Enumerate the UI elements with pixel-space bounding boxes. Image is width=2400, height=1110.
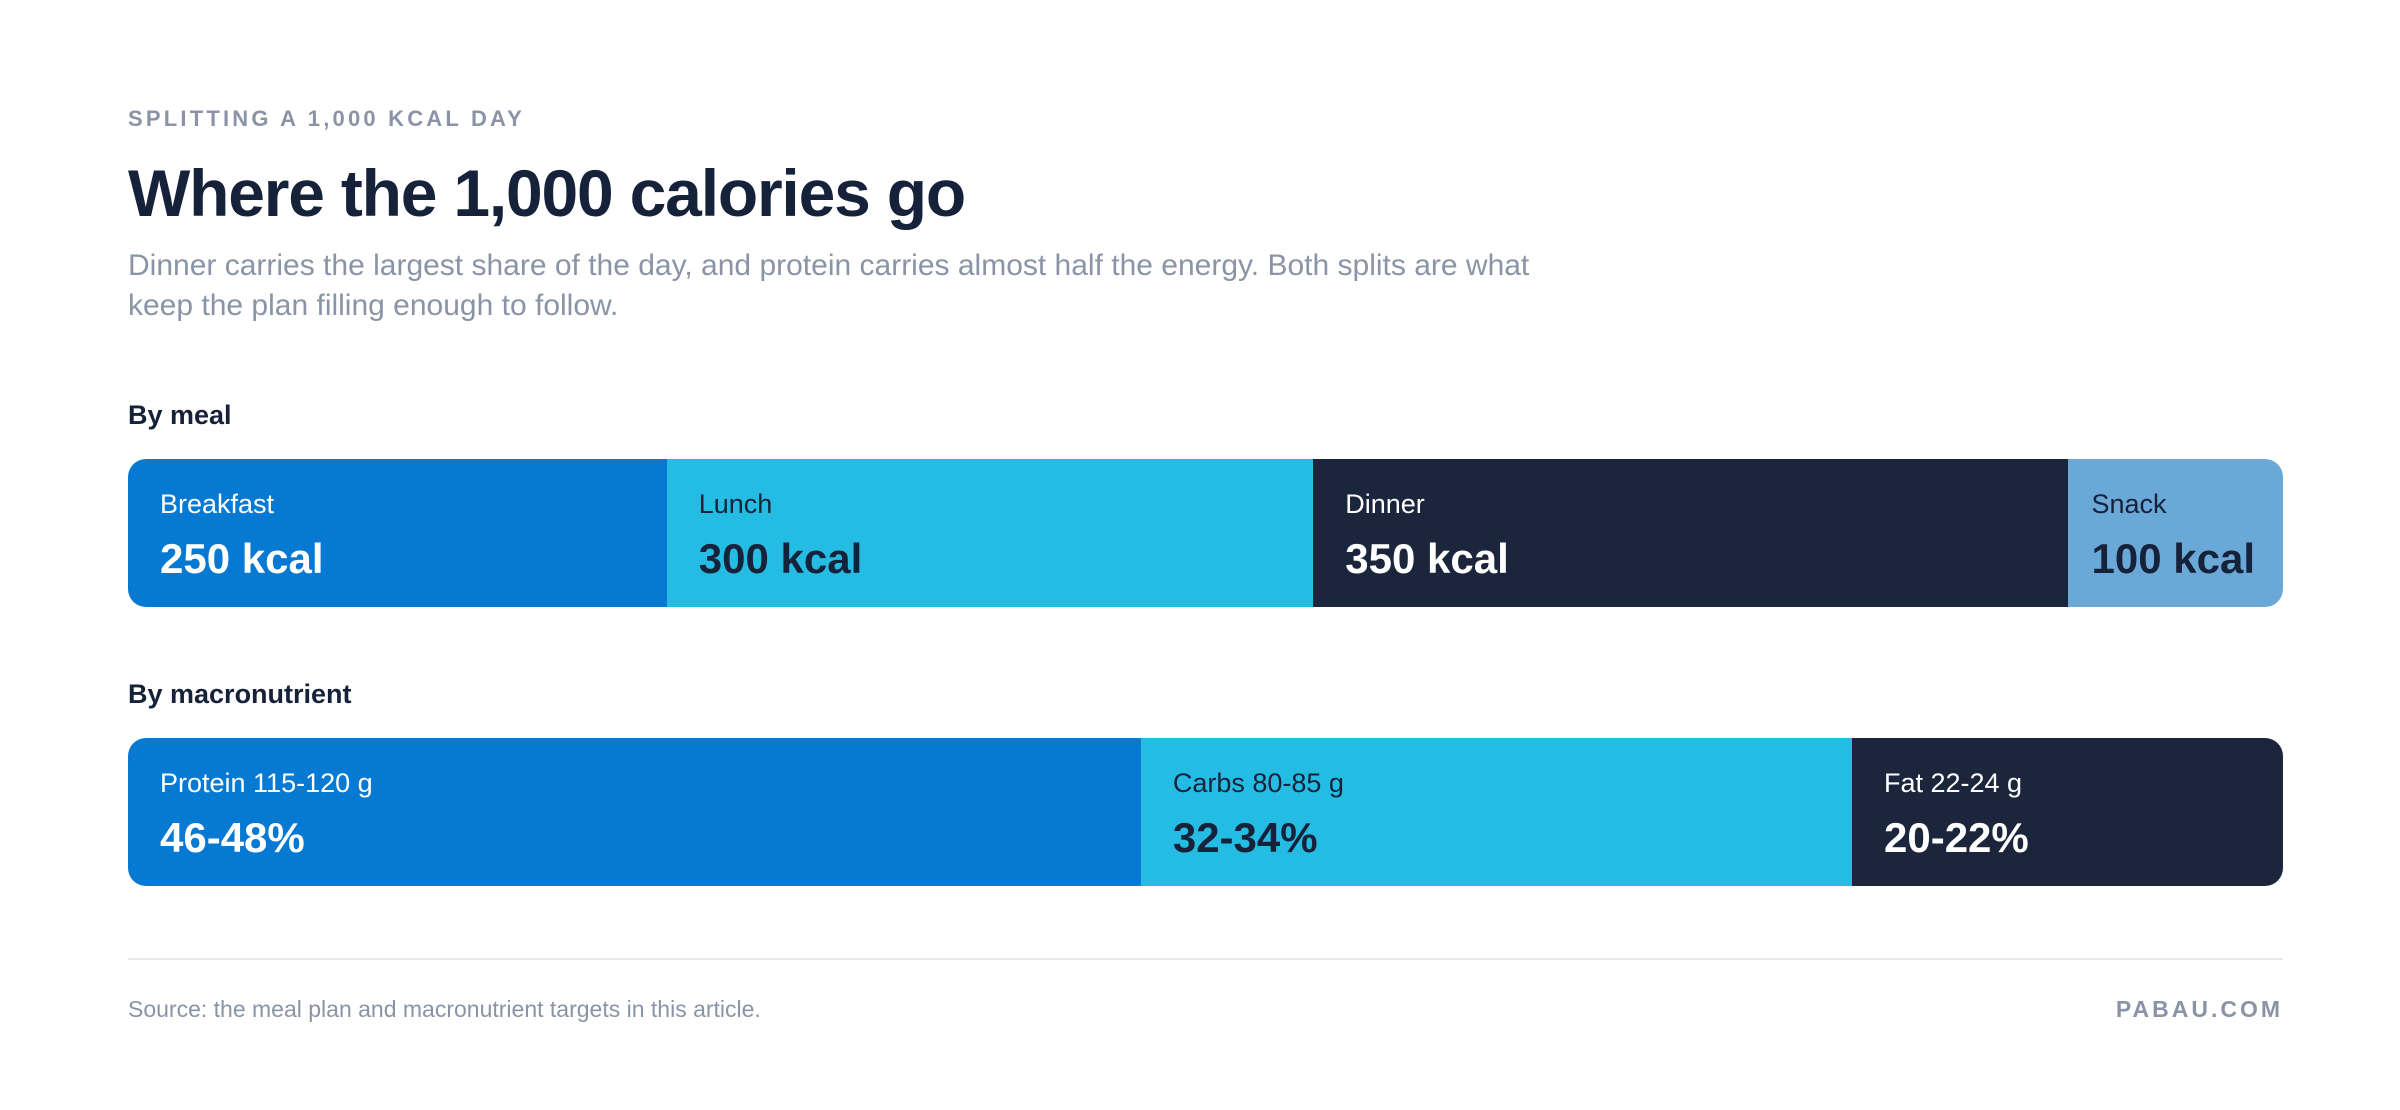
eyebrow-label: SPLITTING A 1,000 KCAL DAY xyxy=(128,106,525,131)
segment-label-carbs-80-85-g: Carbs 80-85 g xyxy=(1172,768,1344,798)
segment-label-fat-22-24-g: Fat 22-24 g xyxy=(1883,768,2023,798)
bar-segment-snack: Snack 100 kcal xyxy=(2067,459,2283,607)
segment-label-lunch: Lunch xyxy=(698,489,773,519)
chart-subtitle: Dinner carries the largest share of the … xyxy=(128,249,1530,322)
source-note: Source: the meal plan and macronutrient … xyxy=(128,996,761,1022)
segment-value-fat-22-24-g: 20-22% xyxy=(1883,814,2029,861)
bar-segment-dinner: Dinner 350 kcal xyxy=(1313,459,2068,607)
meal-stacked-bar: Breakfast 250 kcal Lunch 300 kcal Dinner 350 … xyxy=(128,459,2283,607)
brand-label: PABAU.COM xyxy=(2115,996,2283,1022)
segment-label-breakfast: Breakfast xyxy=(160,489,275,519)
bar-segment-lunch: Lunch 300 kcal xyxy=(666,459,1314,607)
segment-value-protein-115-120-g: 46-48% xyxy=(160,814,305,861)
segment-value-dinner: 350 kcal xyxy=(1345,535,1509,582)
segment-value-carbs-80-85-g: 32-34% xyxy=(1172,814,1318,861)
footer-divider xyxy=(128,958,2283,960)
chart-card: SPLITTING A 1,000 KCAL DAY Where the 1,0… xyxy=(128,0,2283,1110)
bar-segment-protein-115-120-g: Protein 115-120 g 46-48% xyxy=(128,738,1141,886)
chart-title: Where the 1,000 calories go xyxy=(128,156,966,230)
bar-segment-breakfast: Breakfast 250 kcal xyxy=(128,459,667,607)
meal-section-label: By meal xyxy=(128,400,232,430)
segment-label-snack: Snack xyxy=(2091,489,2167,519)
segment-label-dinner: Dinner xyxy=(1345,489,1425,519)
macro-section-label: By macronutrient xyxy=(128,679,352,709)
segment-value-lunch: 300 kcal xyxy=(698,535,863,582)
segment-value-breakfast: 250 kcal xyxy=(160,535,324,582)
segment-value-snack: 100 kcal xyxy=(2091,535,2256,582)
bar-segment-fat-22-24-g: Fat 22-24 g 20-22% xyxy=(1851,738,2283,886)
segment-label-protein-115-120-g: Protein 115-120 g xyxy=(160,768,373,798)
bar-segment-carbs-80-85-g: Carbs 80-85 g 32-34% xyxy=(1140,738,1852,886)
macro-stacked-bar: Protein 115-120 g 46-48% Carbs 80-85 g 32-3… xyxy=(128,738,2283,886)
